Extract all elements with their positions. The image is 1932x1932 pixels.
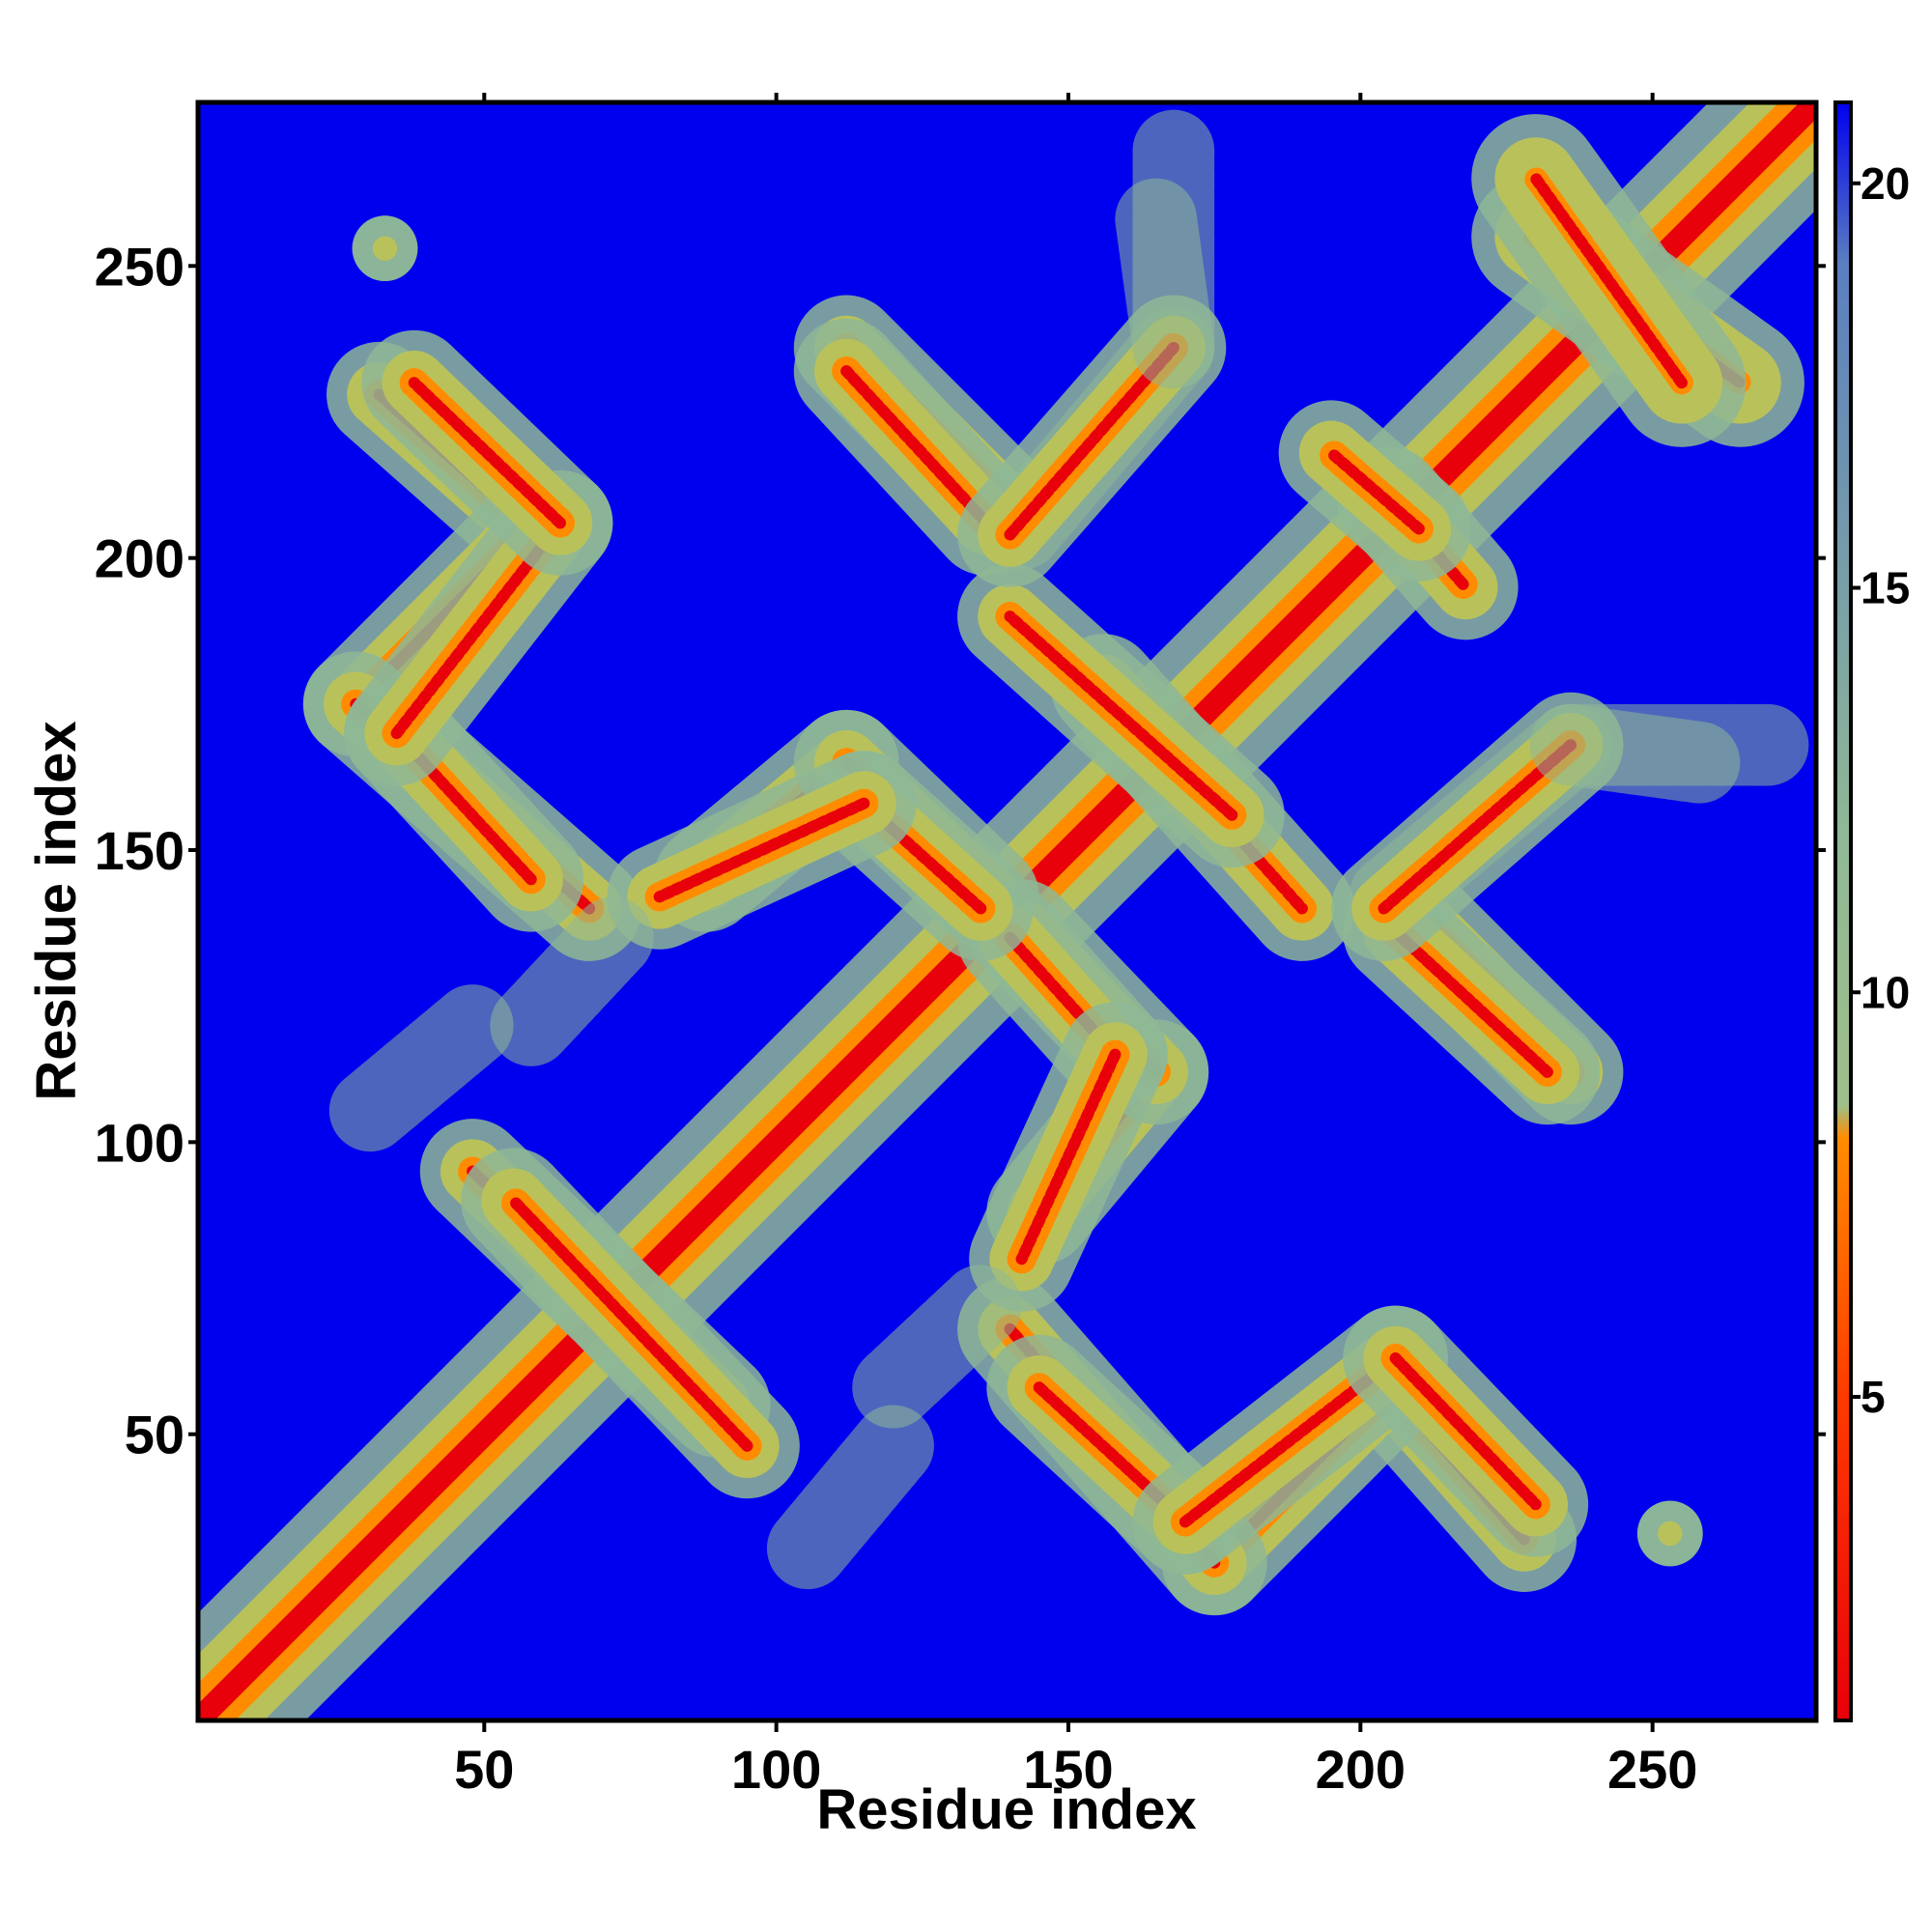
colorbar-tick-label: 20	[1861, 158, 1910, 209]
y-tick-label: 150	[95, 820, 185, 881]
contact-cluster	[372, 236, 398, 261]
colorbar-tick-label: 10	[1861, 967, 1910, 1017]
colorbar-tick-label: 5	[1861, 1372, 1886, 1422]
x-tick-label: 250	[1607, 1739, 1697, 1800]
contact-band	[507, 1194, 753, 1452]
contact-band	[764, 1405, 934, 1592]
x-tick-label: 100	[731, 1739, 821, 1800]
heatmap-layer	[198, 102, 1816, 1720]
contact-band	[1529, 172, 1688, 389]
contact-band	[490, 896, 654, 1066]
x-tick-label: 50	[454, 1739, 514, 1800]
y-axis: 50 100 150 200 250	[95, 236, 198, 1465]
x-tick-label: 150	[1023, 1739, 1113, 1800]
contact-band	[653, 797, 870, 903]
x-axis-title: Residue index	[816, 1778, 1196, 1841]
y-tick-label: 100	[95, 1112, 185, 1173]
contact-band	[1004, 611, 1238, 821]
y-tick-label: 50	[125, 1405, 185, 1465]
contact-band	[1378, 739, 1577, 915]
contact-band	[840, 365, 993, 529]
colorbar-ticks: 5 10 15 20	[1816, 158, 1910, 1436]
x-tick-label: 200	[1316, 1739, 1406, 1800]
plot-frame	[195, 99, 1819, 1723]
y-axis-title: Residue index	[25, 721, 88, 1100]
colorbar	[1833, 100, 1853, 1722]
y-tick-label: 250	[95, 236, 185, 297]
x-axis: 50 100 150 200 250	[454, 93, 1697, 1800]
contact-band	[1325, 446, 1425, 535]
contact-band	[1389, 1352, 1542, 1511]
colorbar-gradient	[1833, 100, 1853, 1722]
colorbar-tick-label: 15	[1861, 563, 1910, 613]
contact-band	[327, 984, 514, 1154]
y-tick-label: 200	[95, 528, 185, 589]
contact-band	[852, 1264, 1022, 1429]
contact-band	[1389, 925, 1553, 1078]
contact-band	[1015, 1048, 1122, 1265]
contact-band	[1004, 341, 1179, 541]
contact-band	[408, 377, 566, 529]
contact-cluster	[1658, 1520, 1683, 1547]
